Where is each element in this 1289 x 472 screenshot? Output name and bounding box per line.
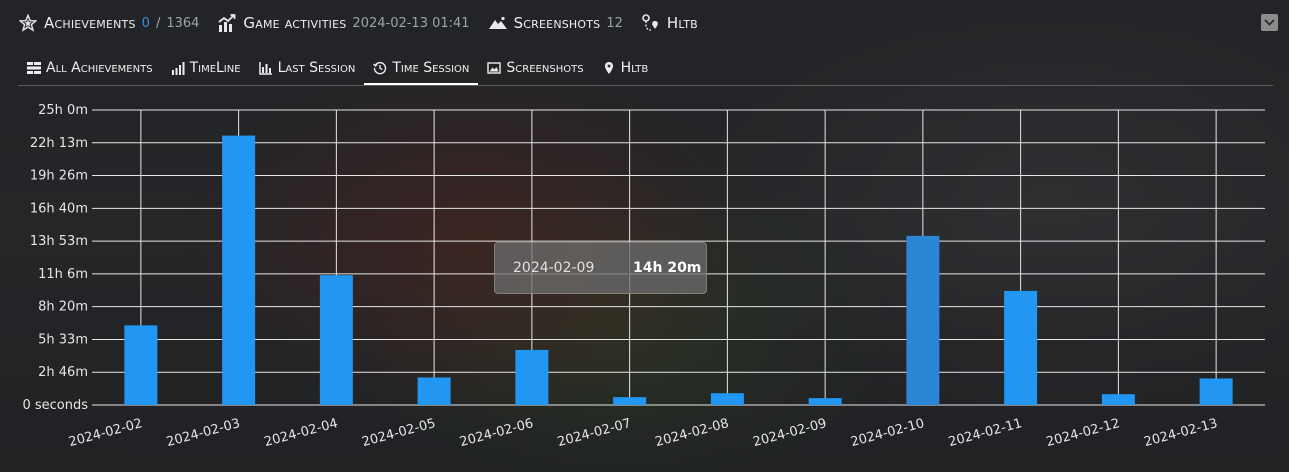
history-icon: [373, 61, 387, 75]
achievements-summary[interactable]: Achievements 0 / 1364: [18, 13, 199, 33]
y-tick-label: 13h 53m: [30, 234, 88, 249]
x-tick-label: 2024-02-08: [654, 416, 731, 450]
screenshots-count: 12: [606, 15, 623, 31]
pin-icon: [602, 61, 616, 75]
hltb-summary[interactable]: Hltb: [641, 13, 698, 33]
bar-2024-02-10[interactable]: [906, 235, 940, 405]
x-tick-label: 2024-02-03: [165, 416, 242, 450]
tab-last-session[interactable]: Last Session: [250, 52, 365, 83]
mountain-icon: [488, 13, 508, 33]
x-tick-label: 2024-02-10: [849, 416, 926, 450]
bar-2024-02-06[interactable]: [515, 349, 549, 405]
screenshots-summary[interactable]: Screenshots 12: [488, 13, 623, 33]
x-tick-label: 2024-02-13: [1142, 416, 1219, 450]
tooltip-value: 14h 20m: [633, 260, 702, 276]
bar-2024-02-03[interactable]: [222, 135, 256, 406]
bar-chart-icon: [258, 61, 273, 75]
tab-label: All Achievements: [46, 59, 153, 76]
x-tick-label: 2024-02-04: [263, 416, 340, 450]
x-tick-label: 2024-02-06: [458, 416, 535, 450]
tab-label: Screenshots: [506, 59, 584, 76]
achievements-label: Achievements: [44, 14, 136, 32]
bar-2024-02-04[interactable]: [319, 275, 353, 405]
picture-icon: [487, 61, 502, 75]
tab-bar: All Achievements TimeLine Last Session T…: [18, 52, 1273, 86]
chart-bars: [124, 135, 1233, 406]
x-tick-label: 2024-02-05: [360, 416, 437, 450]
achievements-total: 1364: [166, 15, 200, 31]
tab-timeline[interactable]: TimeLine: [162, 52, 250, 83]
chart-grid: [92, 109, 1265, 406]
tab-all-achievements[interactable]: All Achievements: [18, 52, 162, 83]
game-activities-summary[interactable]: Game activities 2024-02-13 01:41: [217, 13, 470, 33]
tab-label: Time Session: [392, 59, 470, 76]
y-tick-label: 5h 33m: [38, 332, 88, 347]
grid-icon: [27, 61, 41, 75]
tab-screenshots[interactable]: Screenshots: [478, 52, 592, 83]
y-tick-label: 25h 0m: [38, 103, 88, 118]
star-icon: [18, 13, 38, 33]
y-tick-label: 8h 20m: [38, 300, 88, 315]
tooltip-date: 2024-02-09: [495, 243, 629, 293]
x-tick-label: 2024-02-11: [947, 416, 1024, 450]
bar-2024-02-08[interactable]: [710, 393, 744, 405]
header-bar: Achievements 0 / 1364 Game activities 20…: [18, 10, 698, 36]
line-chart-icon: [171, 61, 185, 75]
game-activities-datetime: 2024-02-13 01:41: [352, 15, 470, 31]
achievements-unlocked: 0: [141, 15, 150, 31]
y-tick-label: 22h 13m: [30, 136, 88, 151]
bar-2024-02-05[interactable]: [417, 377, 451, 405]
chart-up-icon: [217, 13, 237, 33]
tab-hltb[interactable]: Hltb: [593, 52, 658, 83]
x-tick-label: 2024-02-02: [67, 416, 144, 450]
y-tick-label: 0 seconds: [22, 398, 88, 413]
route-pin-icon: [641, 13, 661, 33]
y-tick-label: 2h 46m: [38, 365, 88, 380]
x-tick-label: 2024-02-12: [1045, 416, 1122, 450]
screenshots-label: Screenshots: [513, 14, 601, 32]
y-tick-label: 19h 26m: [30, 169, 88, 184]
achievements-separator: /: [155, 15, 161, 31]
y-axis-labels: 0 seconds 2h 46m 5h 33m 8h 20m 11h 6m 13h 53m…: [22, 103, 88, 413]
bar-2024-02-11[interactable]: [1004, 290, 1038, 405]
chevron-down-icon: [1264, 19, 1275, 26]
game-activities-label: Game activities: [243, 14, 347, 32]
tab-label: TimeLine: [189, 59, 241, 76]
y-tick-label: 16h 40m: [30, 201, 88, 216]
tab-label: Hltb: [620, 59, 649, 76]
bar-2024-02-07[interactable]: [613, 397, 647, 405]
bar-2024-02-13[interactable]: [1199, 378, 1233, 405]
x-tick-label: 2024-02-09: [751, 416, 828, 450]
bar-2024-02-09[interactable]: [808, 398, 842, 405]
x-tick-label: 2024-02-07: [556, 416, 633, 450]
tab-time-session[interactable]: Time Session: [364, 52, 479, 85]
collapse-button[interactable]: [1261, 14, 1278, 31]
hltb-label: Hltb: [666, 14, 698, 32]
x-axis-labels: 2024-02-02 2024-02-03 2024-02-04 2024-02-05…: [67, 416, 1219, 450]
chart-tooltip: 2024-02-09 14h 20m: [494, 242, 707, 294]
tab-label: Last Session: [277, 59, 356, 76]
y-tick-label: 11h 6m: [38, 267, 88, 282]
bar-2024-02-12[interactable]: [1101, 394, 1135, 405]
bar-2024-02-02[interactable]: [124, 325, 158, 405]
